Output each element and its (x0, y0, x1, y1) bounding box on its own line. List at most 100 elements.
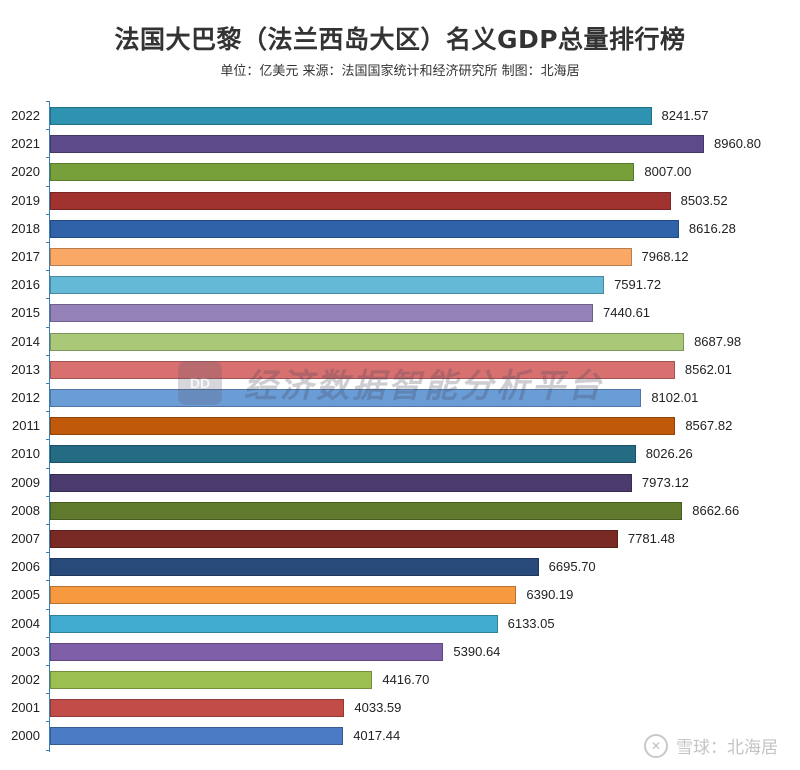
bar (50, 389, 642, 407)
bar (50, 219, 679, 238)
value-label: 7591.72 (614, 277, 662, 293)
value-label: 5390.64 (453, 643, 501, 659)
y-axis-tick (46, 749, 50, 751)
y-axis-label: 2021 (11, 136, 40, 152)
y-axis-line (49, 102, 50, 752)
y-axis-label: 2008 (11, 502, 40, 518)
value-label: 6133.05 (507, 615, 555, 631)
y-axis-label: 2010 (11, 446, 40, 462)
bar (50, 135, 704, 154)
bar-row: 2001 4033.59 (0, 693, 800, 722)
y-axis-tick (46, 157, 50, 159)
bar (50, 699, 345, 718)
y-axis-tick (46, 213, 50, 215)
value-label: 8616.28 (688, 220, 736, 236)
y-axis-tick (46, 354, 50, 356)
y-axis-label: 2000 (11, 728, 40, 744)
bar (50, 304, 594, 323)
value-label: 8503.52 (680, 192, 728, 208)
value-label: 8960.80 (714, 136, 761, 152)
bar-row: 2012 8102.01 (0, 383, 800, 412)
bar (50, 248, 632, 266)
y-axis-label: 2020 (11, 164, 40, 180)
y-axis-label: 2007 (11, 531, 40, 546)
y-axis-label: 2017 (11, 249, 40, 264)
y-axis-label: 2002 (11, 672, 40, 687)
y-axis-label: 2009 (11, 474, 40, 490)
y-axis-label: 2005 (11, 587, 40, 603)
bar-row: 2003 5390.64 (0, 636, 800, 666)
y-axis-label: 2022 (11, 108, 40, 123)
y-axis-label: 2006 (11, 559, 40, 575)
bar (50, 276, 605, 295)
bar-row: 2018 8616.28 (0, 213, 800, 243)
bar-row: 2000 4017.44 (0, 721, 800, 750)
bar-row: 2006 6695.70 (0, 552, 800, 581)
y-axis-label: 2015 (11, 305, 40, 321)
value-label: 8241.57 (661, 108, 709, 123)
footer-watermark: ✕ 雪球：北海居 (644, 733, 778, 758)
y-axis-tick (46, 693, 50, 695)
bar-row: 2011 8567.82 (0, 411, 800, 440)
bar (50, 163, 635, 182)
bar (50, 107, 652, 125)
bar (50, 445, 636, 464)
y-axis-label: 2019 (11, 192, 40, 208)
y-axis-label: 2013 (11, 361, 40, 377)
bar (50, 501, 683, 520)
value-label: 7440.61 (603, 305, 651, 321)
bar-row: 2009 7973.12 (0, 467, 800, 497)
y-axis-tick (46, 636, 50, 638)
y-axis-label: 2004 (11, 615, 40, 631)
bar (50, 417, 676, 436)
y-axis-tick (46, 383, 50, 384)
y-axis-tick (46, 552, 50, 554)
y-axis-tick (46, 665, 50, 666)
value-label: 4017.44 (353, 728, 401, 744)
y-axis-label: 2018 (11, 220, 40, 236)
bar-row: 2013 8562.01 (0, 354, 800, 384)
xueqiu-logo-icon: ✕ (644, 733, 668, 758)
bar (50, 586, 517, 605)
bar-row: 2021 8960.80 (0, 129, 800, 158)
bar (50, 191, 671, 210)
y-axis-tick (46, 270, 50, 272)
y-axis-tick (46, 185, 50, 187)
bar-row: 2008 8662.66 (0, 495, 800, 525)
y-axis-tick (46, 411, 50, 413)
y-axis-tick (46, 326, 50, 328)
bar (50, 473, 632, 492)
y-axis-tick (46, 721, 50, 723)
y-axis-label: 2011 (12, 418, 40, 434)
value-label: 8102.01 (651, 390, 699, 405)
y-axis-tick (46, 524, 50, 525)
value-label: 6695.70 (548, 559, 596, 575)
bar (50, 360, 675, 379)
y-axis-label: 2012 (11, 390, 40, 405)
value-label: 7973.12 (641, 474, 689, 490)
y-axis-tick (46, 129, 50, 131)
value-label: 8562.01 (684, 361, 732, 377)
bar-row: 2004 6133.05 (0, 608, 800, 638)
bar (50, 671, 373, 689)
y-axis-label: 2003 (11, 643, 40, 659)
bar-row: 2015 7440.61 (0, 298, 800, 327)
bar-row: 2014 8687.98 (0, 326, 800, 356)
bar-row: 2005 6390.19 (0, 580, 800, 609)
value-label: 8662.66 (692, 502, 740, 518)
value-label: 8026.26 (645, 446, 693, 462)
value-label: 4416.70 (382, 672, 430, 687)
y-axis-tick (46, 580, 50, 582)
bar-row: 2022 8241.57 (0, 101, 800, 130)
chart-subtitle: 单位：亿美元 来源：法国国家统计和经济研究所 制图：北海居 (220, 64, 580, 79)
y-axis-label: 2016 (11, 277, 40, 293)
bar-row: 2016 7591.72 (0, 270, 800, 299)
y-axis-tick (46, 101, 50, 102)
bar (50, 530, 618, 548)
bar-row: 2002 4416.70 (0, 665, 800, 694)
bar (50, 727, 344, 746)
y-axis-tick (46, 467, 50, 469)
value-label: 4033.59 (354, 700, 402, 716)
y-axis-tick (46, 439, 50, 441)
